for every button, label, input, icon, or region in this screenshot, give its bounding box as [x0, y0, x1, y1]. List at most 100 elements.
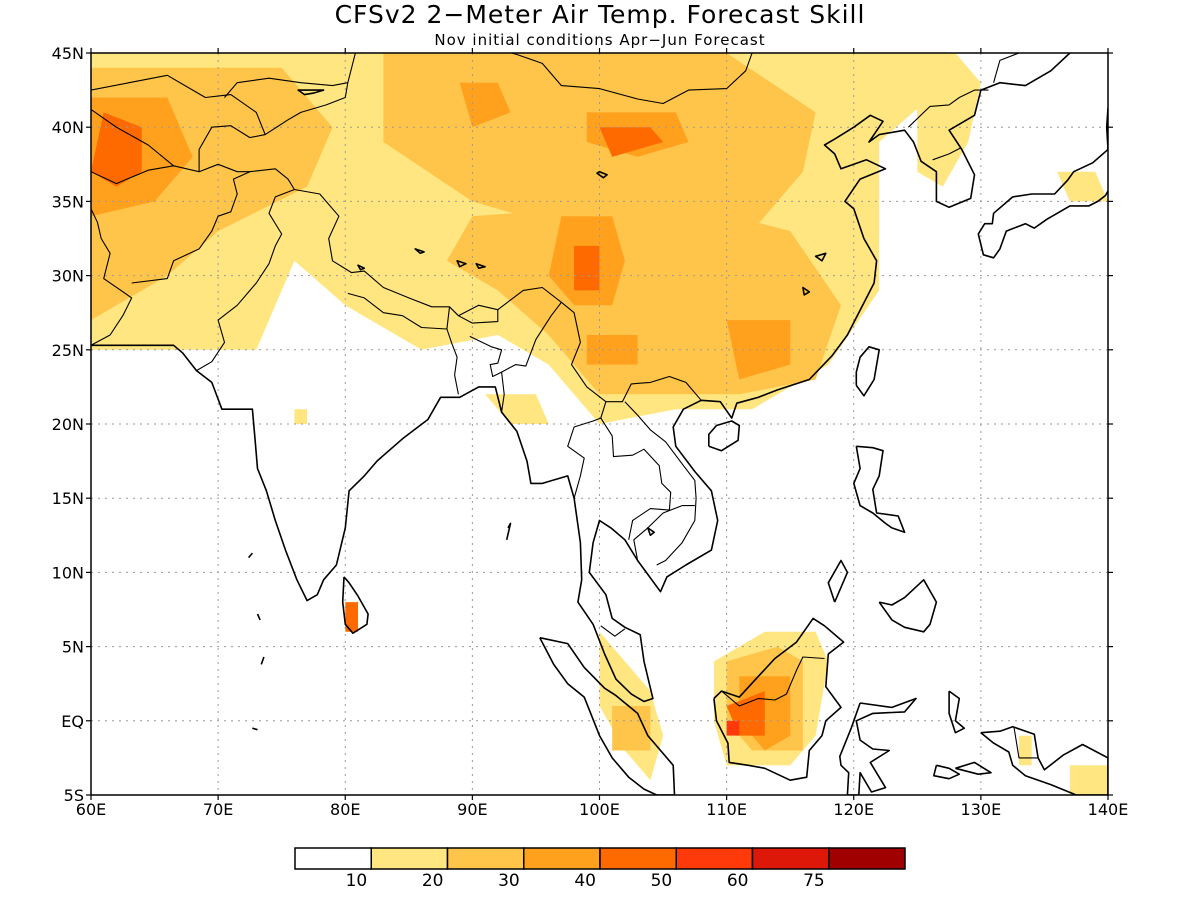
- coastline: [980, 725, 1108, 795]
- y-tick-label: 5N: [62, 638, 84, 657]
- skill-region-level-1: [1069, 765, 1108, 795]
- coastline: [827, 559, 849, 603]
- x-tick-label: 60E: [76, 800, 106, 819]
- x-tick-label: 70E: [203, 800, 233, 819]
- country-border: [600, 417, 672, 540]
- colorbar-label: 50: [651, 871, 673, 891]
- colorbar-label: 60: [727, 871, 749, 891]
- colorbar-swatch: [370, 847, 449, 870]
- colorbar-label: 30: [498, 871, 520, 891]
- colorbar-swatch: [294, 847, 372, 870]
- x-tick-label: 80E: [330, 800, 360, 819]
- colorbar-legend: 10 20 30 40 50 60 75: [294, 847, 906, 891]
- coastline: [539, 636, 676, 795]
- coastline: [713, 617, 845, 782]
- coastline: [852, 445, 906, 534]
- colorbar-swatch: [523, 847, 601, 870]
- colorbar-label: 75: [803, 871, 825, 891]
- coastline: [247, 552, 254, 559]
- x-tick-label: 120E: [833, 800, 874, 819]
- skill-region-level-1: [1019, 735, 1032, 766]
- skill-region-level-2: [612, 706, 651, 751]
- country-border: [196, 188, 295, 372]
- colorbar-swatch: [675, 847, 754, 870]
- x-tick-label: 90E: [457, 800, 487, 819]
- country-border: [567, 401, 607, 499]
- x-tick-label: 130E: [961, 800, 1002, 819]
- y-tick-label: 10N: [52, 563, 84, 582]
- skill-region-level-5: [726, 720, 740, 736]
- colorbar-swatch: [828, 847, 906, 870]
- country-border: [796, 53, 798, 54]
- lake-outline: [456, 259, 467, 268]
- country-border: [91, 108, 174, 167]
- coastline: [932, 764, 961, 780]
- y-tick-label: 5S: [64, 786, 84, 805]
- lake-outline: [357, 264, 366, 271]
- y-tick-label: EQ: [61, 712, 84, 731]
- country-border: [932, 147, 961, 161]
- coastline: [260, 656, 265, 665]
- y-tick-label: 25N: [52, 341, 84, 360]
- coastline: [252, 727, 258, 731]
- lake-outline: [814, 252, 827, 262]
- axis-ticks: 60E 70E 80E 90E 100E 110E 120E 130E 140E 45N 40N 35…: [52, 44, 1129, 819]
- coastline: [977, 107, 1108, 259]
- colorbar-label: 40: [574, 871, 596, 891]
- country-border: [993, 53, 1020, 83]
- graticule: [91, 53, 1108, 795]
- country-border: [633, 505, 695, 561]
- lake-outline: [475, 262, 486, 270]
- skill-region-level-3: [586, 335, 638, 365]
- skill-region-level-4: [345, 602, 358, 632]
- lake-outline: [596, 170, 608, 179]
- y-tick-label: 30N: [52, 267, 84, 286]
- country-border: [224, 77, 348, 98]
- coastline: [707, 420, 741, 452]
- coastline: [838, 697, 917, 795]
- y-tick-label: 20N: [52, 415, 84, 434]
- country-border: [469, 335, 505, 413]
- skill-region-level-1: [904, 53, 981, 187]
- x-tick-label: 110E: [706, 800, 747, 819]
- colorbar-label: 20: [422, 871, 444, 891]
- coastline: [955, 761, 992, 776]
- country-border: [721, 656, 825, 707]
- chart-subtitle: Nov initial conditions Apr−Jun Forecast: [434, 31, 765, 49]
- country-border: [908, 89, 989, 128]
- country-border: [458, 309, 499, 324]
- lake-outline: [646, 527, 656, 537]
- coastline: [341, 576, 369, 635]
- skill-shading-layer: [91, 53, 1108, 795]
- skill-region-level-1: [485, 394, 549, 424]
- coastlines-layer: [91, 53, 1108, 795]
- country-border: [624, 401, 697, 566]
- country-border: [91, 74, 266, 172]
- map-plot-area: [91, 53, 1108, 795]
- coastline: [505, 522, 512, 540]
- lake-outline: [802, 286, 811, 296]
- skill-region-level-1: [294, 409, 308, 424]
- skill-region-level-1: [1057, 171, 1108, 202]
- y-tick-label: 40N: [52, 118, 84, 137]
- skill-region-level-3: [726, 320, 791, 380]
- country-border: [600, 625, 626, 637]
- y-tick-label: 15N: [52, 489, 84, 508]
- country-border: [1013, 726, 1039, 759]
- country-border: [91, 208, 133, 346]
- x-tick-label: 100E: [579, 800, 620, 819]
- y-tick-label: 45N: [52, 44, 84, 63]
- coastline: [855, 345, 881, 397]
- skill-region-level-4: [574, 245, 600, 291]
- lake-outline: [297, 89, 325, 96]
- coastline: [878, 578, 938, 633]
- country-border: [446, 328, 459, 395]
- colorbar-swatch: [446, 847, 525, 870]
- country-border: [509, 53, 753, 105]
- colorbar-swatch: [599, 847, 677, 870]
- lake-outline: [414, 248, 425, 255]
- y-tick-label: 35N: [52, 192, 84, 211]
- coastline: [948, 690, 966, 734]
- chart-title: CFSv2 2−Meter Air Temp. Forecast Skill: [335, 0, 866, 29]
